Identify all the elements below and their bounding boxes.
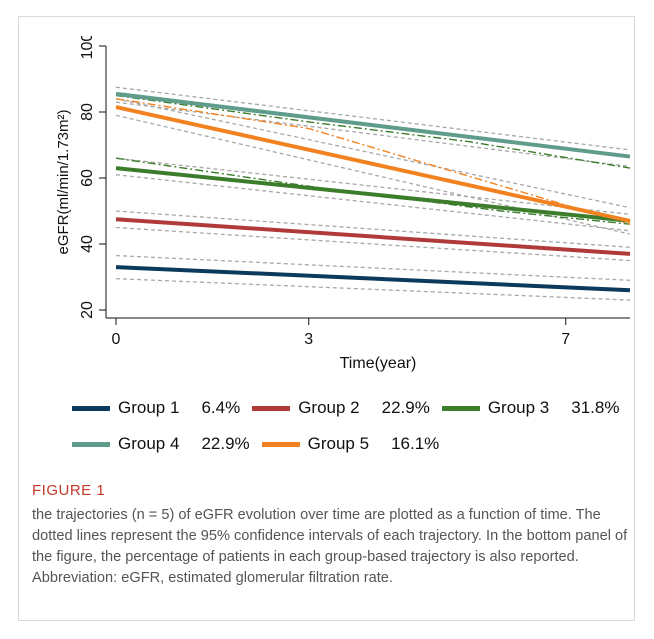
legend-series-percent: 22.9% <box>201 434 250 453</box>
legend-series-percent: 16.1% <box>391 434 440 453</box>
legend-swatch <box>261 441 300 447</box>
series-line-group-5 <box>115 105 631 223</box>
legend-series-name: Group 4 <box>118 434 180 453</box>
ci-upper-group-1 <box>115 254 631 281</box>
series-line-group-1 <box>115 265 631 293</box>
chart-legend: Group 1 6.4% Group 2 22.9% Group 3 31.8% Group… <box>72 390 642 462</box>
chart-axes: 20 40 60 80 100 0 3 7 <box>79 36 630 348</box>
figure-frame <box>18 16 635 621</box>
ci-lower-group-1 <box>115 278 631 301</box>
observed-line-2 <box>115 94 631 169</box>
legend-swatch <box>72 405 110 411</box>
ci-upper-group-2 <box>115 210 631 248</box>
y-tick-label: 20 <box>79 301 96 319</box>
series-line-group-4 <box>115 91 631 159</box>
ci-upper-group-3 <box>115 157 631 215</box>
ci-lower-group-4 <box>115 101 631 168</box>
legend-series-name: Group 2 <box>298 398 360 417</box>
legend-row: Group 4 22.9% Group 5 16.1% <box>72 426 642 462</box>
legend-series-name: Group 1 <box>118 398 180 417</box>
legend-series-percent: 31.8% <box>571 398 620 417</box>
ci-lower-group-5 <box>115 114 631 235</box>
legend-swatch <box>252 405 291 411</box>
ci-upper-group-5 <box>115 98 631 209</box>
legend-swatch <box>72 441 110 447</box>
x-tick-label: 0 <box>112 331 121 348</box>
x-tick-label: 7 <box>561 331 570 348</box>
confidence-interval-lines <box>115 86 631 301</box>
legend-item: Group 5 16.1% <box>261 434 440 454</box>
figure-caption: the trajectories (n = 5) of eGFR evoluti… <box>32 507 628 586</box>
series-lines <box>115 91 631 293</box>
legend-item: Group 2 22.9% <box>252 398 430 418</box>
series-line-group-3 <box>115 166 631 223</box>
legend-row: Group 1 6.4% Group 2 22.9% Group 3 31.8% <box>72 390 642 426</box>
y-tick-label: 100 <box>79 36 96 59</box>
series-line-group-2 <box>115 217 631 256</box>
y-tick-label: 40 <box>79 235 96 253</box>
legend-series-name: Group 3 <box>487 398 550 417</box>
ci-lower-group-2 <box>115 226 631 262</box>
x-tick-label: 3 <box>304 331 313 348</box>
legend-series-name: Group 5 <box>307 434 370 453</box>
y-tick-label: 60 <box>79 169 96 187</box>
ci-upper-group-4 <box>115 86 631 151</box>
figure-label: FIGURE 1 <box>32 482 106 499</box>
legend-item: Group 3 31.8% <box>441 398 620 418</box>
ci-lower-group-3 <box>115 174 631 232</box>
legend-swatch <box>441 405 480 411</box>
legend-series-percent: 22.9% <box>381 398 430 417</box>
legend-series-percent: 6.4% <box>201 398 241 417</box>
legend-item: Group 1 6.4% <box>72 398 240 418</box>
y-tick-label: 80 <box>79 103 96 121</box>
x-axis-label: Time(year) <box>340 355 417 372</box>
observed-line-3 <box>115 98 631 225</box>
y-axis-label: eGFR(ml/min/1.73m²) <box>55 109 72 254</box>
trajectory-chart: 20 40 60 80 100 0 3 7 eGFR(ml/min/1.73m²) Time(… <box>55 36 631 372</box>
legend-item: Group 4 22.9% <box>72 434 250 454</box>
